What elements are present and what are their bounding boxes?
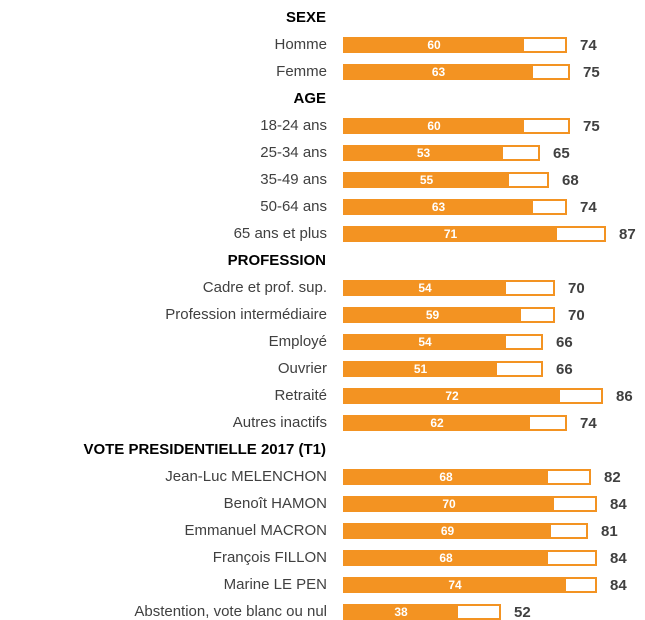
bar: [344, 119, 524, 133]
category-label: 18-24 ans: [260, 117, 327, 134]
bar-value-label: 74: [448, 578, 462, 592]
bar-value-label: 68: [439, 551, 453, 565]
category-label: Cadre et prof. sup.: [203, 279, 327, 296]
total-value-label: 70: [568, 280, 585, 297]
bar-value-label: 68: [439, 470, 453, 484]
bar-value-label: 53: [417, 146, 431, 160]
bar-value-label: 70: [442, 497, 456, 511]
bar-value-label: 72: [445, 389, 459, 403]
bar: [344, 38, 524, 52]
bar-value-label: 51: [414, 362, 428, 376]
bar: [344, 578, 566, 592]
total-value-label: 86: [616, 388, 633, 405]
category-label: 65 ans et plus: [234, 225, 327, 242]
bar-value-label: 69: [441, 524, 455, 538]
bar-value-label: 60: [427, 119, 441, 133]
bar-value-label: 63: [432, 200, 446, 214]
total-value-label: 81: [601, 523, 618, 540]
total-value-label: 75: [583, 118, 600, 135]
category-label: Retraité: [274, 387, 327, 404]
category-label: 25-34 ans: [260, 144, 327, 161]
bar-value-label: 54: [418, 281, 432, 295]
bar: [344, 497, 554, 511]
bar: [344, 308, 521, 322]
bar-value-label: 59: [426, 308, 440, 322]
category-label: Jean-Luc MELENCHON: [165, 468, 327, 485]
total-value-label: 74: [580, 37, 597, 54]
group-title: AGE: [293, 90, 326, 107]
total-value-label: 84: [610, 577, 627, 594]
total-value-label: 84: [610, 550, 627, 567]
bar-value-label: 63: [432, 65, 446, 79]
total-value-label: 82: [604, 469, 621, 486]
category-label: 35-49 ans: [260, 171, 327, 188]
bar-value-label: 60: [427, 38, 441, 52]
bar: [344, 65, 533, 79]
category-label: Employé: [269, 333, 327, 350]
category-label: Femme: [276, 63, 327, 80]
bar: [344, 173, 509, 187]
category-label: Autres inactifs: [233, 414, 327, 431]
category-label: Benoît HAMON: [224, 495, 327, 512]
bar: [344, 227, 557, 241]
total-value-label: 87: [619, 226, 636, 243]
category-label: Emmanuel MACRON: [184, 522, 327, 539]
bar: [344, 362, 497, 376]
bar: [344, 200, 533, 214]
total-value-label: 75: [583, 64, 600, 81]
bar: [344, 281, 506, 295]
bar: [344, 416, 530, 430]
category-label: Marine LE PEN: [224, 576, 327, 593]
total-value-label: 74: [580, 415, 597, 432]
total-value-label: 65: [553, 145, 570, 162]
category-label: Profession intermédiaire: [165, 306, 327, 323]
bar-value-label: 71: [444, 227, 458, 241]
bar-value-label: 38: [394, 605, 408, 619]
group-title: SEXE: [286, 9, 326, 26]
total-value-label: 52: [514, 604, 531, 620]
total-value-label: 84: [610, 496, 627, 513]
group-title: PROFESSION: [228, 252, 326, 269]
total-value-label: 74: [580, 199, 597, 216]
bar: [344, 605, 458, 619]
bar: [344, 470, 548, 484]
category-label: 50-64 ans: [260, 198, 327, 215]
bar-value-label: 62: [430, 416, 444, 430]
total-value-label: 66: [556, 361, 573, 378]
category-label: Homme: [274, 36, 327, 53]
total-value-label: 70: [568, 307, 585, 324]
bar-value-label: 54: [418, 335, 432, 349]
bar: [344, 335, 506, 349]
bar: [344, 146, 503, 160]
total-value-label: 68: [562, 172, 579, 189]
bar: [344, 551, 548, 565]
category-label: François FILLON: [213, 549, 327, 566]
total-value-label: 66: [556, 334, 573, 351]
group-title: VOTE PRESIDENTIELLE 2017 (T1): [83, 441, 326, 458]
bar: [344, 389, 560, 403]
bar-value-label: 55: [420, 173, 434, 187]
category-label: Ouvrier: [278, 360, 327, 377]
bar: [344, 524, 551, 538]
category-label: Abstention, vote blanc ou nul: [134, 603, 327, 620]
